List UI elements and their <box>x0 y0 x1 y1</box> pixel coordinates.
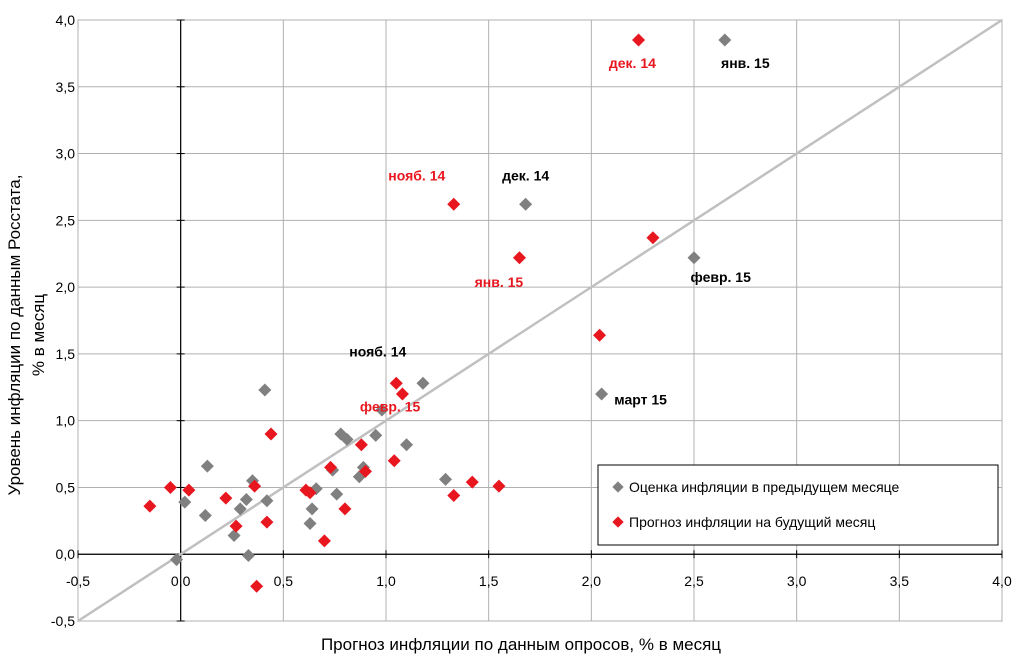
point-estimate <box>519 198 532 211</box>
y-tick-label: 0,5 <box>56 479 76 495</box>
point-estimate <box>688 251 701 264</box>
point-forecast <box>219 492 232 505</box>
point-estimate <box>242 549 255 562</box>
point-forecast <box>466 476 479 489</box>
annotation-label: нояб. 14 <box>388 167 445 183</box>
y-tick-label: -0,5 <box>51 613 75 629</box>
point-estimate <box>304 517 317 530</box>
y-tick-label: 4,0 <box>56 12 76 28</box>
point-estimate <box>400 438 413 451</box>
x-tick-label: 3,5 <box>890 573 910 589</box>
point-forecast <box>260 516 273 529</box>
point-estimate <box>416 377 429 390</box>
annotations: нояб. 14 дек. 14 дек. 14 янв. 15 янв. 15 февр… <box>349 55 770 414</box>
x-tick-label: 1,5 <box>479 573 499 589</box>
x-tick-label: 0,5 <box>274 573 294 589</box>
y-tick-label: 1,5 <box>56 346 76 362</box>
x-axis-title: Прогноз инфляции по данным опросов, % в … <box>321 635 721 654</box>
point-estimate <box>330 488 343 501</box>
point-estimate <box>439 473 452 486</box>
point-estimate <box>718 34 731 47</box>
legend: Оценка инфляции в предыдущем месяце Прог… <box>598 465 998 545</box>
point-estimate <box>258 383 271 396</box>
point-estimate <box>201 460 214 473</box>
annotation-label: янв. 15 <box>475 274 524 290</box>
x-tick-label: 4,0 <box>992 573 1012 589</box>
x-tick-label: 3,0 <box>787 573 807 589</box>
point-forecast <box>338 502 351 515</box>
point-estimate <box>228 529 241 542</box>
annotation-label: март 15 <box>614 392 667 408</box>
legend-label-forecast: Прогноз инфляции на будущий месяц <box>629 514 875 530</box>
point-forecast <box>390 377 403 390</box>
annotation-label: февр. 15 <box>691 269 752 285</box>
point-forecast <box>593 329 606 342</box>
point-forecast <box>265 428 278 441</box>
x-tick-label: 2,0 <box>582 573 602 589</box>
y-axis-title-line2: % в месяц <box>29 294 48 376</box>
point-forecast <box>250 580 263 593</box>
point-forecast <box>447 489 460 502</box>
point-forecast <box>143 500 156 513</box>
y-axis-title-line1: Уровень инфляции по данным Росстата, <box>5 175 24 496</box>
y-tick-label: 2,5 <box>56 212 76 228</box>
point-estimate <box>306 502 319 515</box>
point-forecast <box>447 198 460 211</box>
point-forecast <box>492 480 505 493</box>
y-tick-label: 3,0 <box>56 146 76 162</box>
point-forecast <box>182 484 195 497</box>
point-estimate <box>199 509 212 522</box>
annotation-label: дек. 14 <box>609 55 656 71</box>
annotation-label: нояб. 14 <box>349 344 406 360</box>
x-tick-label: 0,0 <box>171 573 191 589</box>
annotation-label: февр. 15 <box>360 398 421 414</box>
x-tick-label: 1,0 <box>376 573 396 589</box>
y-tick-label: 2,0 <box>56 279 76 295</box>
legend-box <box>598 465 998 545</box>
y-tick-label: 0,0 <box>56 546 76 562</box>
x-tick-label: -0,5 <box>66 573 90 589</box>
point-forecast <box>513 251 526 264</box>
point-forecast <box>164 481 177 494</box>
point-forecast <box>318 534 331 547</box>
legend-label-estimate: Оценка инфляции в предыдущем месяце <box>629 479 900 495</box>
point-estimate <box>595 387 608 400</box>
point-forecast <box>388 454 401 467</box>
annotation-label: дек. 14 <box>502 167 549 183</box>
annotation-label: янв. 15 <box>721 55 770 71</box>
point-forecast <box>632 34 645 47</box>
y-tick-label: 1,0 <box>56 413 76 429</box>
x-tick-label: 2,5 <box>684 573 704 589</box>
y-tick-label: 3,5 <box>56 79 76 95</box>
point-forecast <box>646 231 659 244</box>
